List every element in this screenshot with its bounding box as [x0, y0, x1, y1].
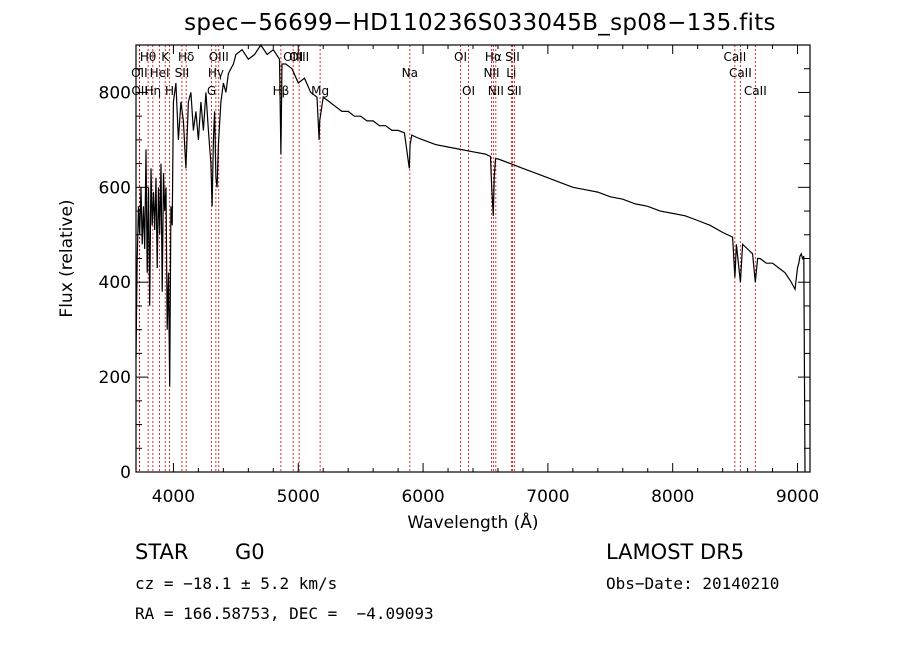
chart-title: spec−56699−HD110236S033045B_sp08−135.fit…: [184, 10, 776, 36]
spectral-line-label: SII: [507, 84, 522, 98]
spectral-line-label: NII: [488, 84, 504, 98]
spectral-line-label: OIII: [209, 50, 229, 64]
spectral-line-label: OI: [454, 50, 467, 64]
spectral-line-label: HeI: [150, 66, 170, 80]
spectral-line-label: Li: [506, 66, 516, 80]
spectral-line-label: Mg: [311, 84, 329, 98]
spectral-line-label: OI: [462, 84, 475, 98]
x-tick-label: 8000: [651, 487, 694, 507]
y-tick-label: 800: [99, 83, 131, 103]
spectral-line-label: Hη: [145, 84, 162, 98]
spectral-line-label: SII: [175, 66, 190, 80]
axis-ticks: 4000 5000 6000 7000 8000 9000 0 200 400 600 800: [99, 45, 819, 507]
x-axis-label: Wavelength (Å): [407, 511, 538, 533]
y-tick-label: 400: [99, 273, 131, 293]
y-tick-label: 0: [120, 463, 131, 483]
object-class: STAR: [135, 540, 189, 564]
spectral-line-label: H: [165, 84, 174, 98]
plot-frame: [135, 44, 811, 473]
x-tick-label: 6000: [401, 487, 444, 507]
spectrum-series-line: [135, 43, 806, 473]
spectral-line-label: Hβ: [273, 84, 290, 98]
spectral-line-label: CaII: [729, 66, 752, 80]
redshift-cz: cz = −18.1 ± 5.2 km/s: [135, 574, 338, 593]
spectral-line-label: NII: [483, 66, 499, 80]
spectral-line-label: SII: [505, 50, 520, 64]
spectral-line-label: OIII: [289, 50, 309, 64]
x-tick-label: 5000: [277, 487, 320, 507]
spectral-line-label: CaII: [723, 50, 746, 64]
y-tick-label: 600: [99, 178, 131, 198]
y-axis-label: Flux (relative): [57, 199, 77, 317]
spectral-line-label: Hα: [485, 50, 502, 64]
x-tick-label: 9000: [776, 487, 819, 507]
spectral-line-label: Hθ: [140, 50, 156, 64]
spectral-line-markers: [138, 45, 756, 472]
spectral-line-label: CaII: [744, 84, 767, 98]
observation-date: Obs−Date: 20140210: [606, 574, 780, 593]
spectral-line-label: Hγ: [208, 66, 224, 80]
survey-name: LAMOST DR5: [606, 540, 745, 564]
object-subclass: G0: [235, 540, 265, 564]
x-tick-label: 4000: [152, 487, 195, 507]
x-tick-label: 7000: [526, 487, 569, 507]
y-tick-label: 200: [99, 368, 131, 388]
spectral-line-label: Hδ: [178, 50, 194, 64]
spectral-line-label: K: [161, 50, 170, 64]
spectral-line-label: OII: [131, 66, 148, 80]
spectral-line-label: Na: [402, 66, 418, 80]
ra-dec: RA = 166.58753, DEC = −4.09093: [135, 604, 434, 623]
spectral-line-label: G: [207, 84, 216, 98]
